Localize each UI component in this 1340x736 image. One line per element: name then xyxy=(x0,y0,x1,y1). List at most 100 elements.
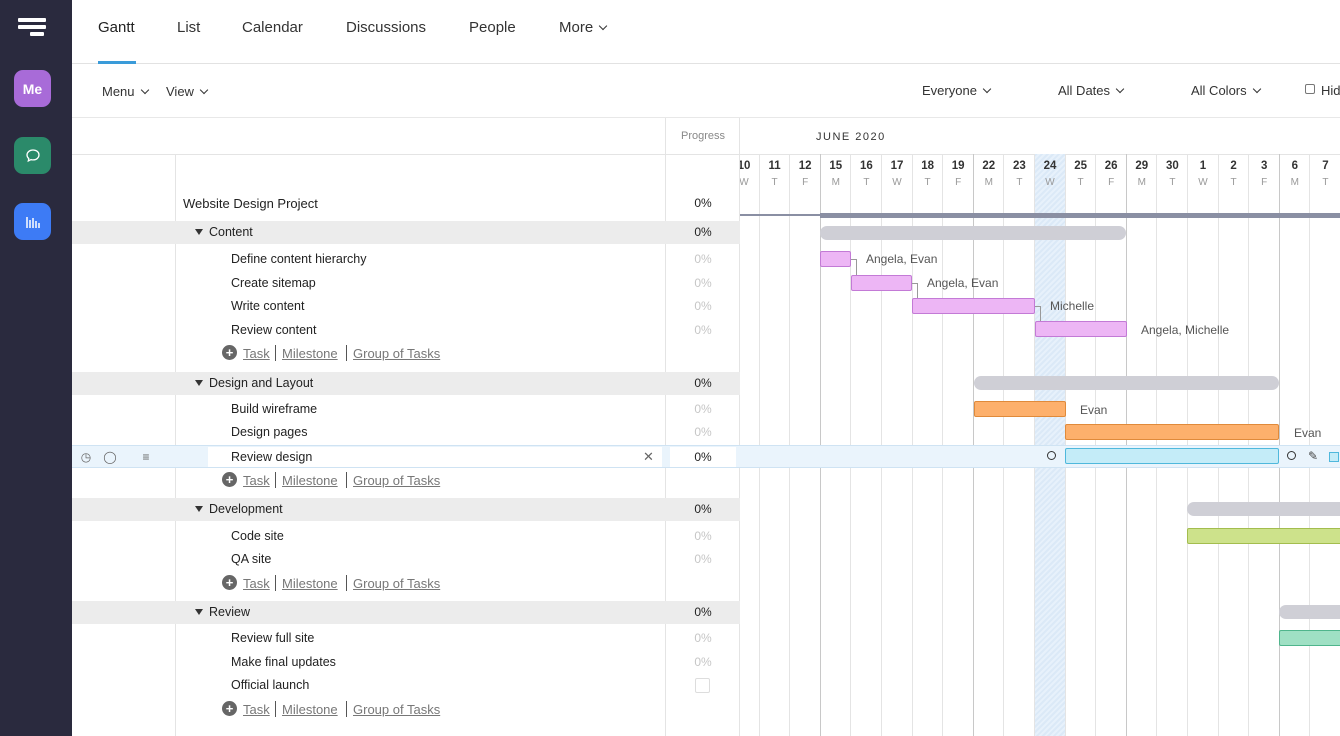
add-icon[interactable]: + xyxy=(222,701,237,716)
weekday-letter: T xyxy=(851,177,881,188)
add-group-link[interactable]: Group of Tasks xyxy=(353,702,440,717)
people-filter-label: Everyone xyxy=(922,83,977,98)
comment-icon[interactable]: ◯ xyxy=(103,450,117,464)
task-bar[interactable] xyxy=(1279,630,1340,646)
end-handle-icon[interactable] xyxy=(1287,451,1296,460)
group-row-development[interactable]: Development 0% xyxy=(72,498,740,521)
task-row[interactable]: Make final updates 0% xyxy=(72,651,740,674)
tab-gantt[interactable]: Gantt xyxy=(98,19,135,36)
chevron-down-icon xyxy=(140,86,148,94)
task-bar[interactable] xyxy=(851,275,912,291)
task-bar[interactable] xyxy=(912,298,1035,314)
chevron-down-icon xyxy=(1252,85,1260,93)
project-name: Website Design Project xyxy=(183,196,318,211)
task-row[interactable]: Review content 0% xyxy=(72,319,740,342)
add-milestone-link[interactable]: Milestone xyxy=(282,576,338,591)
task-bar[interactable] xyxy=(1065,424,1279,440)
group-row-design[interactable]: Design and Layout 0% xyxy=(72,372,740,395)
group-row-content[interactable]: Content 0% xyxy=(72,221,740,244)
day-number: 24 xyxy=(1035,160,1065,172)
content-summary-bar[interactable] xyxy=(820,226,1126,240)
group-row-review[interactable]: Review 0% xyxy=(72,601,740,624)
close-icon[interactable]: ✕ xyxy=(643,449,654,465)
collapse-triangle-icon[interactable] xyxy=(195,380,203,386)
task-row[interactable]: Write content 0% xyxy=(72,295,740,318)
task-name: Create sitemap xyxy=(231,276,316,290)
collapse-triangle-icon[interactable] xyxy=(195,506,203,512)
separator xyxy=(275,575,276,591)
discussions-icon[interactable] xyxy=(14,137,51,174)
collapse-triangle-icon[interactable] xyxy=(195,609,203,615)
task-row[interactable]: Build wireframe 0% xyxy=(72,398,740,421)
task-row[interactable]: Official launch xyxy=(72,674,740,697)
selected-task-bar[interactable] xyxy=(1065,448,1279,464)
add-milestone-link[interactable]: Milestone xyxy=(282,346,338,361)
add-task-link[interactable]: Task xyxy=(243,702,270,717)
pencil-icon[interactable]: ✎ xyxy=(1308,449,1318,463)
project-row[interactable]: Website Design Project 0% xyxy=(72,192,740,215)
task-row[interactable]: Define content hierarchy 0% xyxy=(72,248,740,271)
collapse-triangle-icon[interactable] xyxy=(195,229,203,235)
me-button[interactable]: Me xyxy=(14,70,51,107)
tab-people[interactable]: People xyxy=(469,19,516,36)
add-group-link[interactable]: Group of Tasks xyxy=(353,346,440,361)
color-swatch-icon[interactable] xyxy=(1329,452,1339,462)
toolbar: Menu View Everyone All Dates All Colors … xyxy=(72,64,1340,118)
people-filter[interactable]: Everyone xyxy=(922,83,990,98)
reports-icon[interactable] xyxy=(14,203,51,240)
add-task-link[interactable]: Task xyxy=(243,473,270,488)
task-row[interactable]: QA site 0% xyxy=(72,548,740,571)
app-logo-icon[interactable] xyxy=(18,18,48,42)
add-task-link[interactable]: Task xyxy=(243,346,270,361)
assignee-label: Evan xyxy=(1080,403,1107,417)
progress-column-header: Progress xyxy=(666,130,740,142)
weekday-letter: M xyxy=(821,177,851,188)
review-summary-bar[interactable] xyxy=(1279,605,1340,619)
milestone-checkbox[interactable] xyxy=(695,678,710,693)
colors-filter[interactable]: All Colors xyxy=(1191,83,1260,98)
task-row[interactable]: Code site 0% xyxy=(72,525,740,548)
assignee-label: Michelle xyxy=(1050,299,1094,313)
add-icon[interactable]: + xyxy=(222,472,237,487)
dates-filter[interactable]: All Dates xyxy=(1058,83,1123,98)
view-dropdown[interactable]: View xyxy=(166,84,207,99)
add-item-row: + Task Milestone Group of Tasks xyxy=(72,342,740,365)
selected-task-row[interactable]: ◷ ◯ ≡ Review design ✕ 0% xyxy=(72,445,740,468)
add-milestone-link[interactable]: Milestone xyxy=(282,702,338,717)
add-icon[interactable]: + xyxy=(222,575,237,590)
chevron-down-icon xyxy=(599,22,607,30)
add-milestone-link[interactable]: Milestone xyxy=(282,473,338,488)
day-number: 22 xyxy=(974,160,1004,172)
tab-discussions[interactable]: Discussions xyxy=(346,19,426,36)
task-row[interactable]: Create sitemap 0% xyxy=(72,272,740,295)
task-bar[interactable] xyxy=(974,401,1066,417)
weekday-letter: T xyxy=(1310,177,1340,188)
add-icon[interactable]: + xyxy=(222,345,237,360)
task-row[interactable]: Review full site 0% xyxy=(72,627,740,650)
tab-list[interactable]: List xyxy=(177,19,200,36)
add-group-link[interactable]: Group of Tasks xyxy=(353,576,440,591)
task-name: Official launch xyxy=(231,678,309,692)
hide-checkbox[interactable] xyxy=(1305,84,1315,94)
start-handle-icon[interactable] xyxy=(1047,451,1056,460)
task-bar[interactable] xyxy=(820,251,851,267)
notes-icon[interactable]: ≡ xyxy=(139,450,153,464)
task-bar[interactable] xyxy=(1187,528,1340,544)
day-number: 17 xyxy=(882,160,912,172)
separator xyxy=(275,472,276,488)
task-row[interactable]: Design pages 0% xyxy=(72,421,740,444)
gantt-grid: Progress Website Design Project 0% Conte… xyxy=(72,118,1340,736)
design-summary-bar[interactable] xyxy=(974,376,1279,390)
development-summary-bar[interactable] xyxy=(1187,502,1340,516)
tab-calendar[interactable]: Calendar xyxy=(242,19,303,36)
clock-icon[interactable]: ◷ xyxy=(79,450,93,464)
weekday-letter: T xyxy=(760,177,790,188)
menu-dropdown[interactable]: Menu xyxy=(102,84,148,99)
tab-more[interactable]: More xyxy=(559,19,606,36)
separator xyxy=(275,345,276,361)
add-task-link[interactable]: Task xyxy=(243,576,270,591)
task-bar[interactable] xyxy=(1035,321,1127,337)
day-number: 3 xyxy=(1249,160,1279,172)
add-group-link[interactable]: Group of Tasks xyxy=(353,473,440,488)
day-number: 25 xyxy=(1066,160,1096,172)
